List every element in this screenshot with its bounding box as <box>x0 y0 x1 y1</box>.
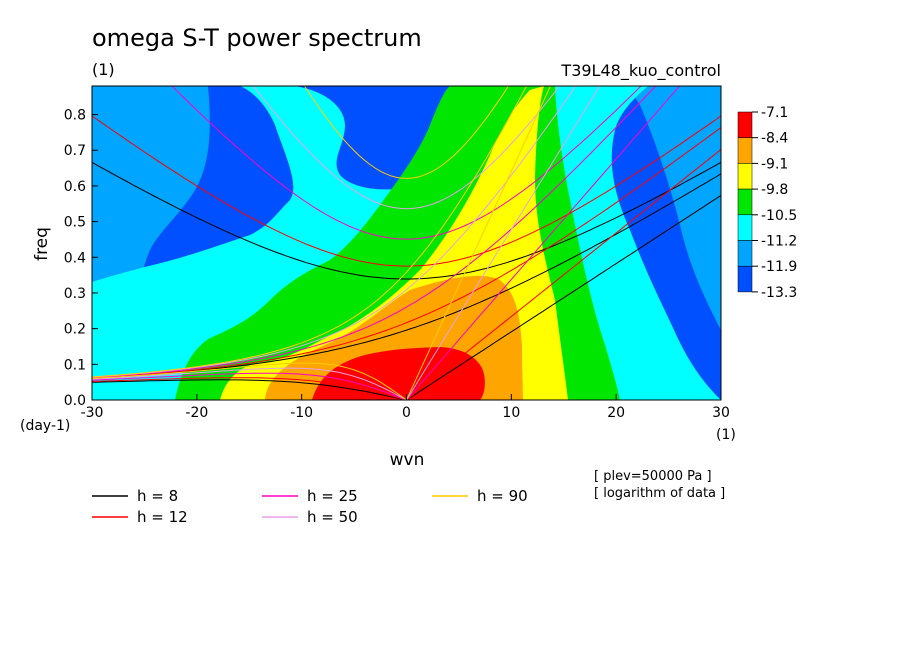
y-tick-label: 0.1 <box>64 357 86 373</box>
legend-label: h = 90 <box>477 487 528 505</box>
legend-label: h = 50 <box>307 508 358 526</box>
note-plev: [ plev=50000 Pa ] <box>594 469 712 484</box>
curve-rossby-n1-12 <box>92 377 407 400</box>
x-tick-label: -20 <box>185 405 208 421</box>
colorbar-label: -11.9 <box>761 259 797 275</box>
colorbar-swatch <box>737 265 753 293</box>
curve-mixed-rossby-gravity-50 <box>92 86 577 378</box>
colorbar-label: -9.8 <box>761 182 788 198</box>
y-tick-label: 0.7 <box>64 143 86 159</box>
colorbar-swatch <box>737 214 753 241</box>
y-tick-label: 0.2 <box>64 322 86 338</box>
x-tick-label: 20 <box>607 405 625 421</box>
field-region-level--11_9 <box>92 86 721 346</box>
curve-legend: h = 8 h = 12 h = 25 h = 50 h = 90 <box>92 487 528 526</box>
colorbar-swatch <box>737 137 753 164</box>
y-axis-label: freq <box>32 227 52 261</box>
colorbar-label: -9.1 <box>761 156 788 172</box>
curve-kelvin-8 <box>406 194 721 400</box>
legend-label: h = 12 <box>137 508 188 526</box>
curve-kelvin-25 <box>406 86 681 400</box>
x-tick-label: 30 <box>712 405 730 421</box>
x-tick-label: -30 <box>81 405 104 421</box>
curve-gravity-n1-50 <box>252 86 561 210</box>
curve-rossby-n1-25 <box>92 372 407 400</box>
colorbar: -7.1 -8.4 -9.1 -9.8 -10.5 -11.2 -11.9 -13.3 <box>737 105 797 301</box>
colorbar-label: -8.4 <box>761 131 788 147</box>
y-axis-ticks: 0.0 0.1 0.2 0.3 0.4 0.5 0.6 0.7 0.8 <box>64 108 98 409</box>
legend-label: h = 25 <box>307 487 358 505</box>
y-tick-label: 0.5 <box>64 215 86 231</box>
curve-rossby-n1-50 <box>92 367 407 400</box>
x-axis-label: wvn <box>390 450 425 470</box>
curve-rossby-n1-8 <box>92 379 407 400</box>
curve-gravity-n1-8 <box>92 161 721 280</box>
y-tick-label: 0.3 <box>64 286 86 302</box>
x-tick-label: 10 <box>502 405 520 421</box>
curve-kelvin-12 <box>406 149 721 400</box>
x-unit-label: (1) <box>716 427 736 443</box>
curve-mixed-rossby-gravity-90 <box>92 86 528 378</box>
colorbar-swatch <box>737 188 753 216</box>
y-tick-label: 0.0 <box>64 393 86 409</box>
y-unit-label: (day-1) <box>20 418 70 434</box>
chart-title: omega S-T power spectrum <box>92 24 422 52</box>
y-tick-label: 0.4 <box>64 250 86 266</box>
note-logarithm: [ logarithm of data ] <box>594 486 725 501</box>
run-name: T39L48_kuo_control <box>560 61 721 81</box>
curve-gravity-n1-90 <box>303 86 510 179</box>
power-field <box>92 86 721 400</box>
colorbar-swatch <box>737 111 753 138</box>
colorbar-label: -13.3 <box>761 285 797 301</box>
x-axis-ticks: -30 -20 -10 0 10 20 30 <box>81 394 730 421</box>
y-tick-label: 0.6 <box>64 179 86 195</box>
dispersion-curves <box>92 86 721 400</box>
curve-gravity-n1-12 <box>92 115 721 267</box>
curve-mixed-rossby-gravity-25 <box>92 86 657 378</box>
colorbar-label: -10.5 <box>761 208 797 224</box>
x-tick-label: -10 <box>290 405 313 421</box>
y-tick-label: 0.8 <box>64 108 86 124</box>
colorbar-label: -7.1 <box>761 105 788 121</box>
colorbar-swatch <box>737 163 753 190</box>
x-tick-label: 0 <box>402 405 411 421</box>
curve-kelvin-90 <box>406 86 551 400</box>
legend-label: h = 8 <box>137 487 178 505</box>
panel-label: (1) <box>92 60 115 79</box>
curve-kelvin-50 <box>406 86 601 400</box>
colorbar-swatch <box>737 240 753 267</box>
curve-mixed-rossby-gravity-12 <box>92 127 721 379</box>
curve-rossby-n1-90 <box>92 362 407 400</box>
colorbar-label: -11.2 <box>761 234 797 250</box>
curve-gravity-n1-25 <box>171 86 642 240</box>
